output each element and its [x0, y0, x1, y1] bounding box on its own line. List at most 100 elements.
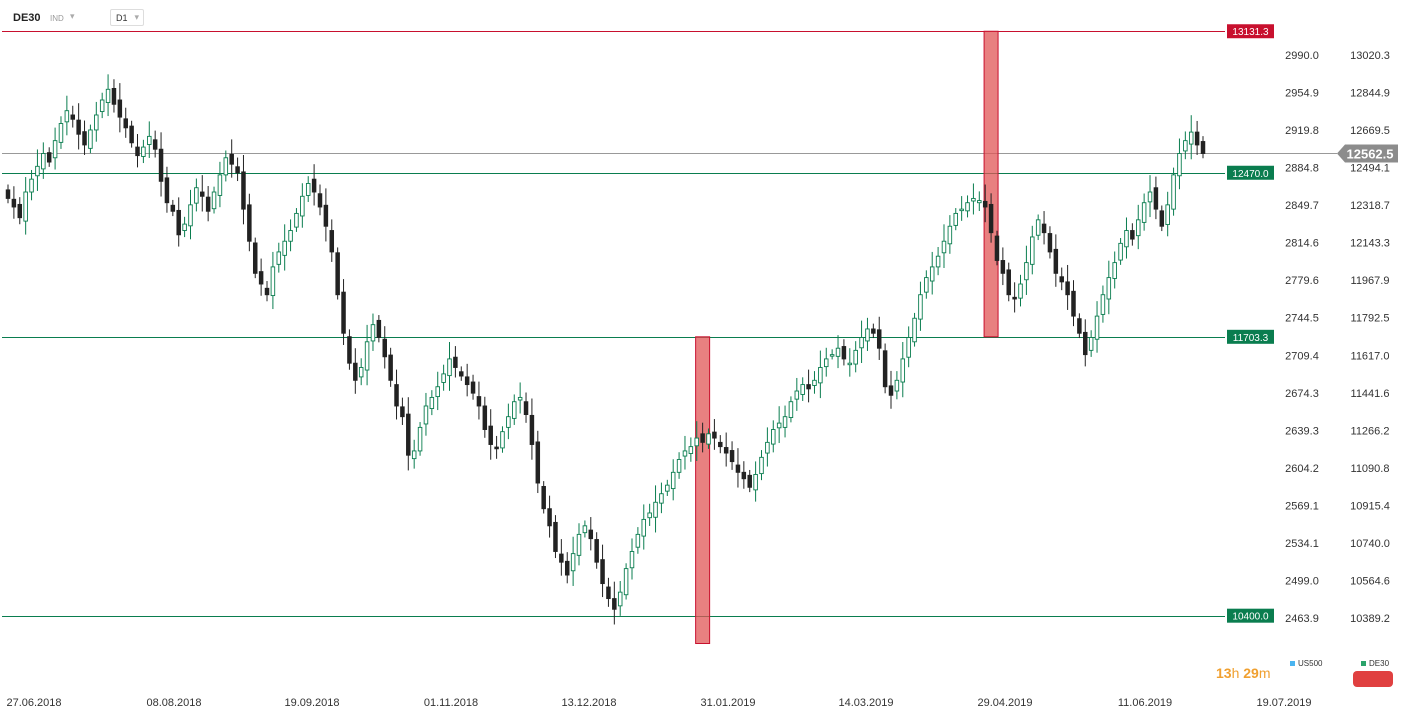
x-tick-label: 19.07.2019	[1256, 697, 1311, 709]
symbol-dropdown-icon[interactable]: ▾	[70, 11, 75, 21]
candle-body	[194, 187, 199, 204]
y-tick-right: 11967.9	[1351, 275, 1390, 287]
candle-body	[252, 242, 258, 274]
candle-body	[765, 441, 770, 454]
candle-body	[1130, 230, 1135, 240]
candle-body	[158, 148, 164, 182]
candle-body	[341, 291, 346, 334]
y-tick-left: 2779.6	[1285, 275, 1319, 287]
symbol-name[interactable]: DE30	[13, 12, 41, 24]
candle-body	[217, 174, 223, 196]
legend-item-us500[interactable]: US500	[1290, 659, 1322, 668]
candle-body	[29, 178, 34, 193]
candle-body	[741, 471, 747, 480]
candle-body	[676, 459, 682, 473]
candle-body	[176, 209, 181, 236]
legend-item-de30[interactable]: DE30	[1361, 659, 1389, 668]
candle-body	[406, 413, 411, 456]
candle-body	[417, 426, 423, 452]
candle-body	[847, 362, 853, 366]
candle-body	[82, 131, 87, 146]
candle-body	[1065, 281, 1070, 296]
candle-body	[23, 191, 28, 222]
y-tick-left: 2849.7	[1285, 200, 1319, 212]
candle-body	[688, 446, 694, 454]
level-tag-2	[1227, 329, 1274, 344]
candle-body	[835, 347, 841, 357]
candle-body	[329, 230, 335, 253]
candle-body	[323, 204, 329, 227]
candle-body	[282, 240, 287, 256]
candle-body	[1071, 290, 1076, 317]
candle-body	[105, 88, 111, 104]
candle-body	[200, 191, 205, 197]
candle-body	[523, 401, 529, 415]
candle-body	[541, 485, 546, 510]
candle-body	[1141, 202, 1147, 223]
candle-body	[635, 533, 641, 548]
candle-body	[300, 195, 305, 217]
candle-body	[906, 337, 911, 358]
y-tick-left: 2499.0	[1285, 575, 1319, 587]
candle-body	[547, 508, 552, 527]
x-tick-label: 11.06.2019	[1118, 697, 1172, 709]
candle-body	[435, 386, 440, 398]
candle-body	[929, 266, 935, 282]
x-tick-label: 27.06.2018	[6, 697, 61, 709]
y-tick-left: 2604.2	[1285, 463, 1319, 475]
candle-body	[588, 529, 594, 540]
candle-body	[753, 474, 758, 491]
candle-body	[358, 367, 364, 378]
candle-body	[812, 379, 817, 386]
timeframe-value: D1	[116, 13, 128, 23]
candle-body	[70, 114, 76, 120]
candle-body	[1088, 337, 1094, 351]
y-tick-left: 2674.3	[1285, 388, 1319, 400]
y-tick-right: 11617.0	[1351, 350, 1390, 362]
candle-body	[1177, 153, 1182, 177]
candle-body	[1024, 262, 1029, 281]
candle-body	[1171, 174, 1176, 210]
x-tick-label: 29.04.2019	[977, 697, 1032, 709]
candle-body	[977, 200, 982, 204]
sell-button[interactable]	[1353, 671, 1393, 687]
candle-body	[335, 252, 340, 296]
candle-body	[706, 433, 711, 445]
level-tag-3	[1227, 608, 1274, 623]
candle-body	[453, 356, 458, 368]
candle-body	[594, 539, 599, 563]
candle-body	[476, 396, 482, 407]
candle-body	[576, 533, 582, 556]
candle-body	[553, 521, 558, 552]
candle-body	[182, 223, 187, 231]
x-tick-label: 13.12.2018	[561, 697, 616, 709]
candle-body	[447, 358, 452, 377]
candle-body	[953, 212, 959, 226]
candle-body	[1018, 283, 1023, 299]
candle-body	[747, 474, 752, 488]
candle-body	[682, 450, 688, 457]
candle-body	[512, 401, 517, 419]
y-tick-right: 11441.6	[1351, 388, 1390, 400]
y-tick-right: 11266.2	[1351, 425, 1390, 437]
candle-body	[17, 203, 23, 219]
x-tick-label: 31.01.2019	[700, 697, 755, 709]
legend-swatch-us500	[1290, 661, 1295, 666]
candle-body	[270, 266, 276, 297]
candle-body	[423, 405, 429, 425]
y-tick-left: 2744.5	[1285, 313, 1319, 325]
timer-minutes-unit: m	[1258, 665, 1271, 681]
candle-body	[1200, 141, 1206, 154]
highlight-rect-1	[983, 30, 999, 338]
candle-body	[1006, 269, 1011, 296]
candle-body	[941, 240, 947, 254]
candle-body	[258, 271, 264, 285]
candle-body	[782, 416, 788, 428]
timeframe-select[interactable]: D1 ▾	[110, 9, 144, 26]
candle-body	[1188, 131, 1194, 145]
candle-body	[1094, 315, 1100, 340]
candle-body	[888, 385, 894, 396]
candle-body	[64, 110, 70, 123]
candle-body	[659, 493, 664, 504]
